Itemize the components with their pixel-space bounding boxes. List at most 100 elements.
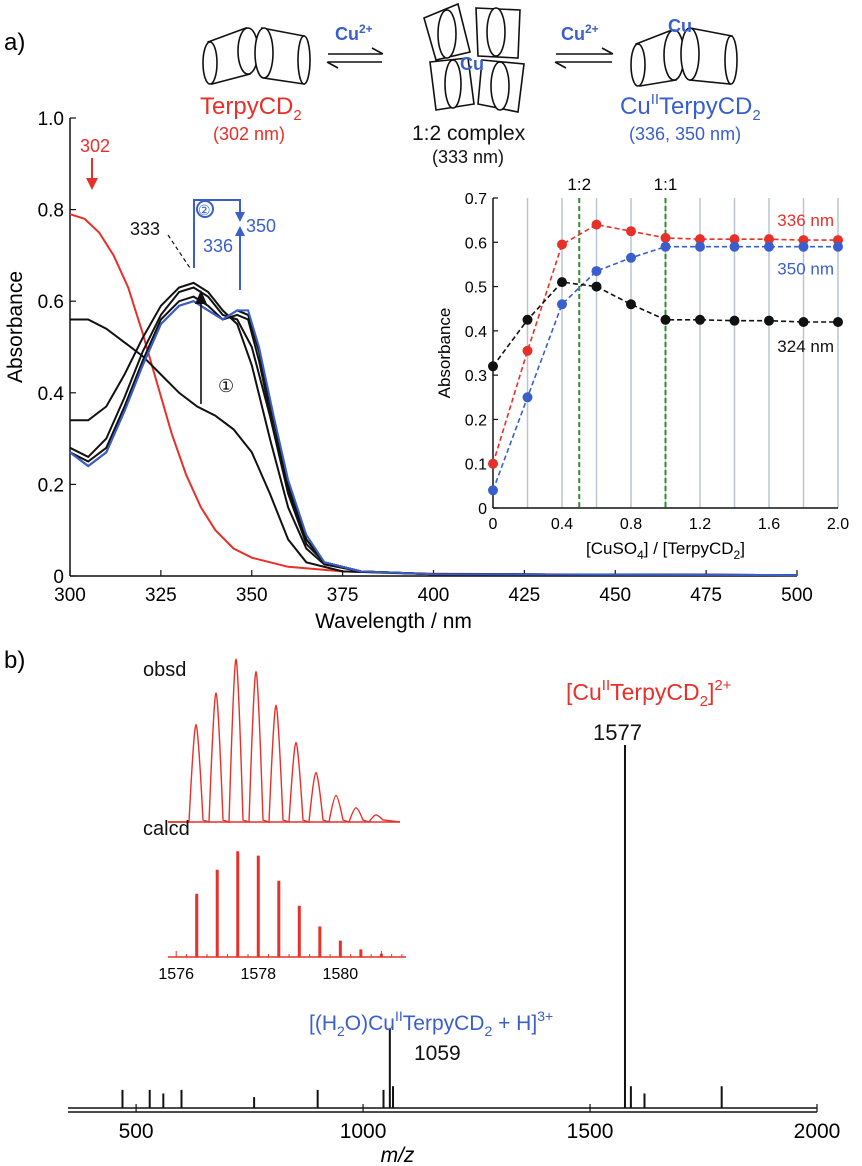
inset-y-tick-label: 0.6 <box>465 235 487 252</box>
inset-y-tick-label: 0.7 <box>465 191 487 208</box>
equilibrium-arrow-1 <box>326 47 384 69</box>
titration-point-blue <box>695 241 705 252</box>
cu-terpycd-name: CuIITerpyCD2 <box>620 91 761 124</box>
spectrum-line-black <box>69 300 798 577</box>
x-tick-label: 300 <box>54 585 86 606</box>
inset-y-tick-label: 0 <box>478 501 487 518</box>
step-2-marker: ② <box>198 202 211 218</box>
x-tick-label: 325 <box>145 585 177 606</box>
complex-wavelength: (333 nm) <box>432 147 504 167</box>
y-tick-label: 0.8 <box>38 201 64 222</box>
complex-cu: Cu <box>460 54 484 74</box>
titration-point-blue <box>557 299 567 310</box>
x-tick-label: 425 <box>509 585 541 606</box>
obsd-profile-line <box>168 658 401 823</box>
panel-a-label: a) <box>4 29 25 56</box>
titration-point-blue <box>626 252 636 263</box>
stoichiometry-label: 1:2 <box>567 175 591 194</box>
y-tick-label: 0 <box>53 567 64 588</box>
titration-point-red <box>557 239 567 250</box>
inset-x-tick-label: 0 <box>489 516 498 533</box>
titration-point-black <box>660 314 671 325</box>
x-axis-label: Wavelength / nm <box>315 610 472 633</box>
calcd-inset: 1576 1578 1580 <box>158 851 406 983</box>
y-tick-label: 0.2 <box>38 475 64 496</box>
y-tick-label: 0.6 <box>38 292 64 313</box>
titration-point-black <box>695 314 705 325</box>
x-tick-label: 500 <box>781 585 813 606</box>
obsd-inset <box>168 658 401 823</box>
y-tick-label: 1.0 <box>38 109 64 130</box>
peak-1577-label: [CuIITerpyCD2]2+ <box>566 677 732 710</box>
titration-point-red <box>695 234 705 245</box>
titration-point-blue <box>591 266 602 277</box>
complex-name: 1:2 complex <box>412 122 526 145</box>
leader-333 <box>167 234 191 269</box>
inset-y-tick-label: 0.5 <box>465 280 487 297</box>
titration-point-red <box>522 345 533 356</box>
inset-x-tick-label: 0.8 <box>620 516 642 533</box>
peak-1059-value: 1059 <box>414 1042 461 1065</box>
titration-point-red <box>626 226 636 237</box>
inset-y-tick-label: 0.2 <box>465 412 487 429</box>
terpycd-icon <box>202 26 311 86</box>
series-label-red: 336 nm <box>777 211 834 230</box>
annotation-333: 333 <box>130 219 160 239</box>
titration-point-black <box>729 315 740 326</box>
arrow-step-1 <box>195 290 207 404</box>
inset-y-tick-label: 0.4 <box>465 324 487 341</box>
calcd-label: calcd <box>143 818 190 840</box>
ms-x-tick-label: 1000 <box>340 1120 387 1143</box>
y-tick-label: 0.4 <box>38 384 65 405</box>
stoichiometry-label: 1:1 <box>654 175 678 194</box>
titration-point-blue <box>488 485 498 496</box>
y-axis-label: Absorbance <box>4 271 27 383</box>
titration-line-blue <box>492 245 838 491</box>
titration-point-red <box>488 458 498 469</box>
titration-point-black <box>626 299 636 310</box>
titration-point-red <box>591 219 602 230</box>
uv-vis-chart: 300 325 350 375 400 425 450 475 500 0 0.2 0.4 0.6 0.8… <box>4 109 813 633</box>
ms-x-tick-label: 2000 <box>794 1120 841 1143</box>
inset-x-tick-label: 1.2 <box>689 516 711 533</box>
arrow2-label: Cu2+ <box>561 22 599 44</box>
titration-point-black <box>798 317 809 327</box>
titration-point-red <box>764 234 774 245</box>
spectrum-line-black <box>70 318 798 577</box>
titration-point-blue <box>522 392 533 403</box>
series-label-blue: 350 nm <box>777 260 834 279</box>
blue-arrows <box>193 199 241 290</box>
cu-terpycd-wavelength: (336, 350 nm) <box>629 124 741 144</box>
titration-point-blue <box>729 241 740 252</box>
inset-y-axis-label: Absorbance <box>435 308 454 399</box>
inset-y-tick-label: 0.1 <box>465 457 487 474</box>
terpycd-name: TerpyCD2 <box>200 93 302 124</box>
peak-1577-value: 1577 <box>593 720 642 745</box>
arrow-336-head <box>235 212 245 222</box>
complex-icon <box>423 2 525 113</box>
x-tick-label: 475 <box>690 585 722 606</box>
titration-point-red <box>660 232 671 243</box>
titration-point-blue <box>660 241 671 252</box>
titration-point-black <box>522 314 533 325</box>
titration-point-black <box>764 315 774 326</box>
titration-point-blue <box>833 241 843 252</box>
titration-inset-chart: 1:2 1:1 0 0.1 0.2 0.3 0.4 0.5 0.6 0.7 0 0.4 0.8 1.2 1.… <box>435 175 849 562</box>
equilibrium-arrow-2 <box>554 47 614 69</box>
titration-point-black <box>833 317 843 327</box>
inset-x-tick-label: 0.4 <box>551 516 573 533</box>
mass-spectrum-chart: 500 1000 1500 2000 m/z <box>68 745 840 1166</box>
titration-point-blue <box>798 241 809 252</box>
step-1-marker: ① <box>218 376 234 396</box>
inset-x-tick-label: 2.0 <box>827 516 849 533</box>
titration-point-black <box>591 281 602 292</box>
arrow-350-head <box>235 226 245 236</box>
titration-point-red <box>729 234 740 245</box>
x-tick-label: 400 <box>418 585 450 606</box>
titration-point-black <box>488 361 498 372</box>
spectrum-line-black <box>70 281 798 577</box>
calcd-tick-label: 1580 <box>323 966 359 983</box>
calcd-tick-label: 1578 <box>240 966 276 983</box>
inset-y-tick-label: 0.3 <box>465 368 487 385</box>
series-label-black: 324 nm <box>777 337 834 356</box>
